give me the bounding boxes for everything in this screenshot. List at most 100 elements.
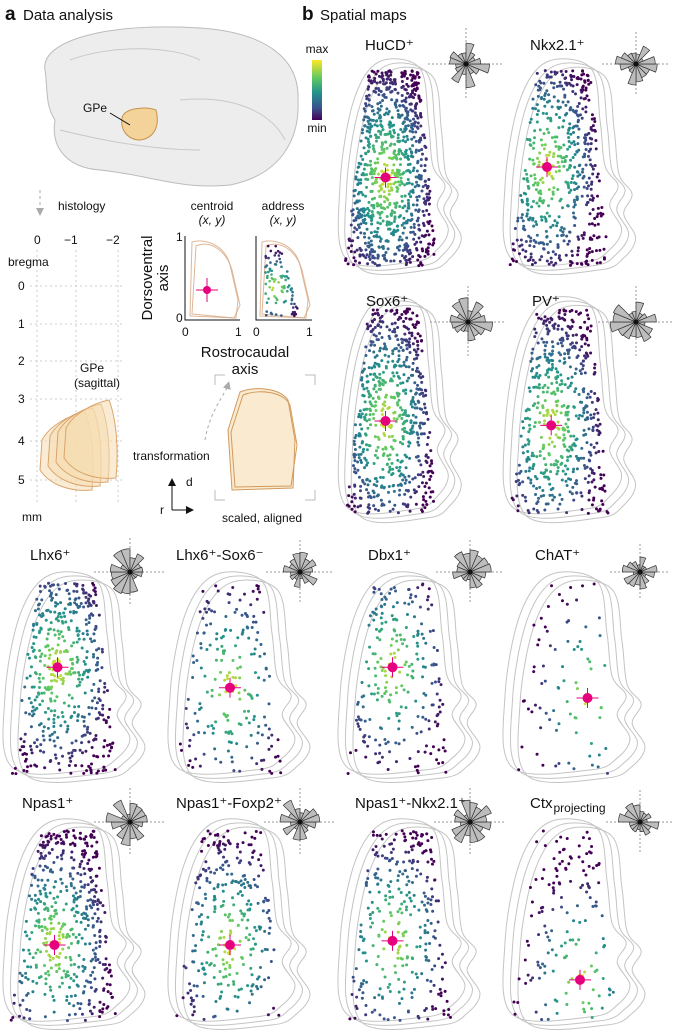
dot [376, 226, 380, 230]
dot [208, 643, 212, 647]
dot [538, 258, 542, 262]
dot [370, 1010, 374, 1014]
dot [402, 104, 406, 108]
gpe-outline [167, 571, 296, 775]
dot [258, 590, 262, 594]
dot [524, 469, 528, 473]
dot [564, 154, 568, 158]
dot [367, 85, 371, 89]
dot [426, 919, 430, 923]
dot [403, 155, 407, 159]
dot [383, 344, 387, 348]
dot [364, 755, 368, 759]
dot [357, 475, 361, 479]
dot [433, 680, 437, 684]
dot [378, 376, 382, 380]
dot [581, 388, 585, 392]
dot [402, 360, 406, 364]
dot [413, 124, 417, 128]
dot [365, 386, 369, 390]
dot [253, 647, 257, 651]
dot [395, 618, 399, 622]
dot [414, 139, 418, 143]
dot [413, 476, 417, 480]
dot [554, 433, 558, 437]
dot [75, 640, 79, 644]
dot [24, 711, 28, 715]
dot [402, 363, 406, 367]
dot [420, 388, 424, 392]
dot [86, 883, 90, 887]
dot [389, 693, 393, 697]
dot [402, 226, 406, 230]
rose-wedge [627, 52, 637, 65]
dot [572, 467, 576, 471]
dot [568, 166, 572, 170]
dot [594, 147, 598, 151]
dot [202, 1017, 206, 1021]
dot [416, 347, 420, 351]
dot [406, 84, 410, 88]
dot [423, 406, 427, 410]
dot [566, 131, 570, 135]
dot [80, 715, 84, 719]
dot [570, 448, 574, 452]
dot [46, 969, 50, 973]
dot [578, 348, 582, 352]
dot [542, 147, 546, 151]
dot [38, 629, 42, 633]
dot [371, 312, 375, 316]
dot [30, 685, 34, 689]
dot [564, 331, 568, 335]
dot [264, 256, 268, 260]
dot [232, 982, 236, 986]
dot [77, 705, 81, 709]
dot [574, 731, 578, 735]
dot [106, 715, 110, 719]
dot [91, 899, 95, 903]
dot [377, 587, 381, 591]
dot [531, 347, 535, 351]
dot [244, 936, 248, 940]
dot [238, 598, 242, 602]
dot [551, 345, 555, 349]
dot [371, 320, 375, 324]
dot [214, 720, 218, 724]
dot [533, 129, 537, 133]
dot [580, 116, 584, 120]
dot [374, 423, 378, 427]
dot [390, 856, 394, 860]
dot [209, 870, 213, 874]
dot [37, 676, 41, 680]
dot [403, 475, 407, 479]
dot [52, 915, 56, 919]
dot [236, 995, 240, 999]
dot [534, 83, 538, 87]
dot [412, 357, 416, 361]
dot [559, 353, 563, 357]
dot [93, 955, 97, 959]
dot [272, 280, 276, 283]
dot [537, 241, 541, 245]
dot [574, 414, 578, 418]
dot [79, 1002, 83, 1006]
dot [35, 981, 39, 985]
dot [576, 457, 580, 461]
dot [21, 998, 25, 1002]
dot [393, 312, 397, 316]
dot [369, 423, 373, 427]
dot [363, 232, 367, 236]
dot [560, 316, 564, 320]
dot [359, 718, 363, 722]
dot [419, 730, 423, 734]
dot [562, 239, 566, 243]
dot [101, 703, 105, 707]
dot [586, 78, 590, 82]
dot [212, 887, 216, 891]
dot [372, 416, 376, 420]
dot [586, 480, 590, 484]
dot [538, 128, 542, 132]
dot [393, 173, 397, 177]
dot [376, 867, 380, 871]
dot [393, 149, 397, 153]
